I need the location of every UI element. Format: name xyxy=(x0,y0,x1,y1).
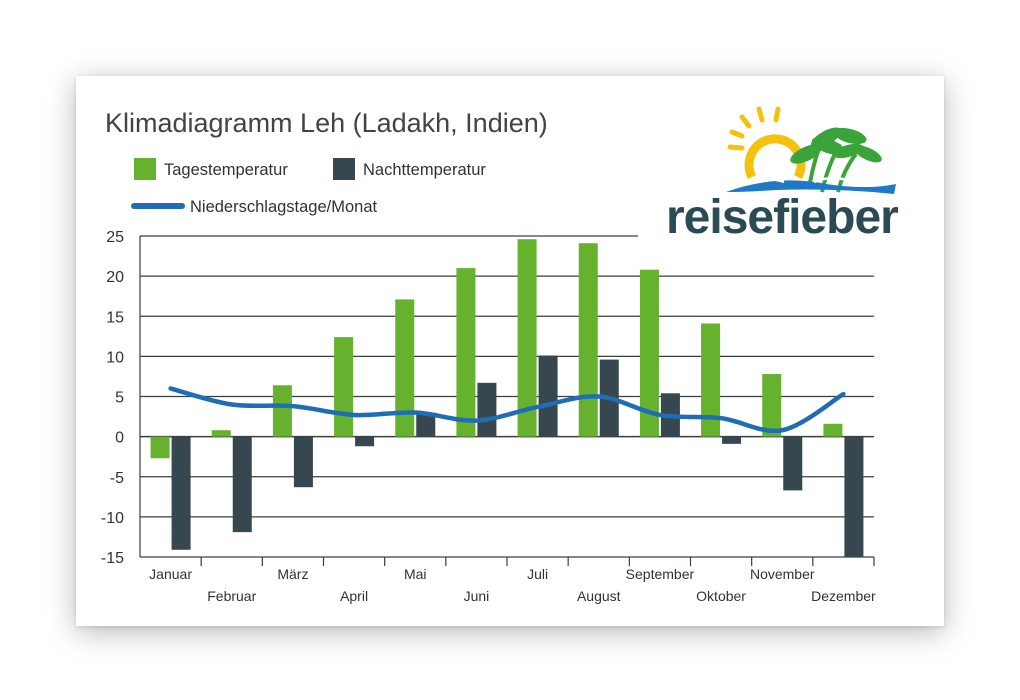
bar-night-9 xyxy=(722,436,742,444)
legend-swatch-night xyxy=(333,158,355,180)
bar-day-1 xyxy=(211,430,231,437)
bar-night-10 xyxy=(783,436,803,491)
bars xyxy=(150,239,864,557)
bar-day-11 xyxy=(823,423,843,437)
y-tick-label: -10 xyxy=(101,510,124,527)
bar-night-11 xyxy=(844,436,864,557)
bar-day-8 xyxy=(639,269,659,437)
bar-day-3 xyxy=(334,337,354,437)
precipitation-series-line xyxy=(168,386,846,434)
bar-night-5 xyxy=(477,382,497,437)
wave-icon xyxy=(726,176,896,194)
bar-night-1 xyxy=(232,436,252,533)
bar-day-0 xyxy=(150,436,170,459)
logo-text: reisefieber xyxy=(666,191,898,244)
y-tick-label: -5 xyxy=(110,470,124,487)
x-tick-label: Juni xyxy=(464,588,490,604)
precipitation-line xyxy=(168,386,846,434)
x-tick-label: Mai xyxy=(404,566,427,582)
legend-label-day: Tagestemperatur xyxy=(164,161,288,179)
y-tick-label: 20 xyxy=(106,269,124,286)
bar-day-10 xyxy=(762,374,782,437)
x-tick-label: September xyxy=(626,566,695,582)
legend-label-line: Niederschlagstage/Monat xyxy=(190,198,378,216)
bar-night-2 xyxy=(293,436,313,488)
reisefieber-logo: reisefieber xyxy=(666,106,899,244)
bar-day-4 xyxy=(395,299,415,437)
x-tick-label: März xyxy=(277,566,308,582)
bar-night-6 xyxy=(538,355,558,437)
chart-card: Klimadiagramm Leh (Ladakh, Indien) Tages… xyxy=(76,76,944,626)
bar-night-0 xyxy=(171,436,191,550)
y-tick-label: 25 xyxy=(106,229,124,246)
y-tick-label: 10 xyxy=(106,349,124,366)
y-tick-label: 0 xyxy=(115,430,124,447)
x-tick-label: Juli xyxy=(527,566,548,582)
legend: Tagestemperatur Nachttemperatur Niedersc… xyxy=(131,158,486,216)
y-tick-label: -15 xyxy=(101,550,124,567)
bar-day-6 xyxy=(517,239,537,437)
x-tick-label: August xyxy=(577,588,621,604)
x-tick-label: November xyxy=(750,566,815,582)
y-tick-label: 5 xyxy=(115,390,124,407)
chart-title: Klimadiagramm Leh (Ladakh, Indien) xyxy=(105,108,548,138)
bar-day-7 xyxy=(578,243,598,437)
climate-chart: Klimadiagramm Leh (Ladakh, Indien) Tages… xyxy=(101,106,899,604)
bar-day-9 xyxy=(701,323,721,437)
bar-day-5 xyxy=(456,268,476,437)
legend-label-night: Nachttemperatur xyxy=(363,161,486,179)
x-tick-label: Oktober xyxy=(696,588,746,604)
y-tick-label: 15 xyxy=(106,309,124,326)
x-tick-label: April xyxy=(340,588,368,604)
bar-day-2 xyxy=(272,385,292,437)
bar-night-3 xyxy=(355,436,375,447)
x-tick-label: Februar xyxy=(207,588,256,604)
x-tick-label: Dezember xyxy=(811,588,876,604)
sun-icon xyxy=(727,106,806,180)
legend-swatch-day xyxy=(134,158,156,180)
x-tick-label: Januar xyxy=(149,566,192,582)
bar-night-4 xyxy=(416,412,436,437)
axes: 25 20 15 10 5 0 -5 -10 -15 Januar Februar März April… xyxy=(101,229,876,604)
